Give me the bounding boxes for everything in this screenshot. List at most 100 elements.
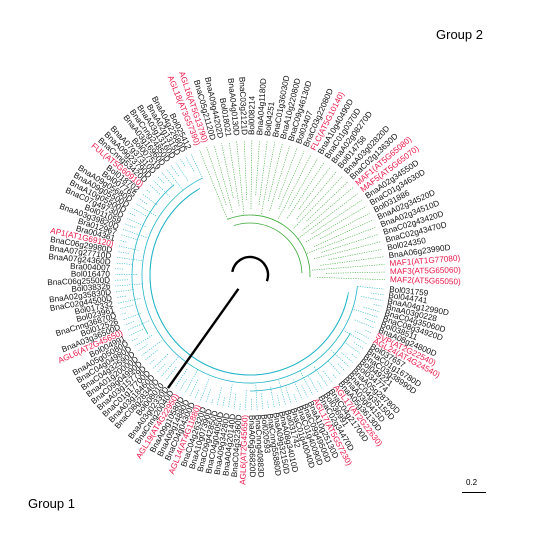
group1-branch bbox=[357, 285, 385, 290]
group1-branch bbox=[261, 393, 264, 410]
group2-branch bbox=[258, 141, 268, 205]
group1-branch bbox=[126, 320, 149, 331]
group1-branch bbox=[180, 159, 186, 167]
group1-branch bbox=[270, 387, 275, 408]
group1-branch bbox=[145, 188, 150, 193]
group2-leaf-label: BnaA04g1180D bbox=[255, 78, 268, 136]
group1-branch bbox=[149, 184, 161, 195]
group1-leaf-label: Bol038326 bbox=[71, 282, 111, 294]
group1-branch bbox=[190, 153, 203, 178]
group1-branch bbox=[124, 321, 135, 326]
group2-branch bbox=[278, 151, 305, 210]
group2-branch bbox=[243, 140, 248, 201]
group2-branch bbox=[293, 176, 343, 229]
group1-branch bbox=[285, 387, 292, 404]
group1-leaf-label: Bol020593 bbox=[259, 414, 272, 454]
group1-leaf-label: AGL6(AT2G45650) bbox=[238, 414, 249, 484]
group2-clade-arc bbox=[227, 214, 311, 278]
group1-branch bbox=[116, 256, 142, 261]
group1-branch bbox=[174, 368, 188, 388]
root-arc bbox=[231, 255, 270, 282]
group1-branch bbox=[344, 330, 367, 344]
group1-leaf-label: Bra004007 bbox=[70, 262, 111, 273]
group1-branch bbox=[132, 207, 146, 216]
group1-branch bbox=[116, 295, 126, 298]
group1-branch bbox=[156, 363, 166, 373]
group1-sub-arc bbox=[249, 332, 351, 392]
group2-branch bbox=[213, 144, 233, 213]
group1-branch bbox=[363, 306, 380, 313]
group1-branch bbox=[152, 353, 169, 369]
group-2-label: Group 2 bbox=[436, 27, 483, 42]
group2-branch bbox=[298, 166, 331, 210]
group1-branch bbox=[116, 289, 134, 293]
group1-branch bbox=[115, 279, 129, 281]
group1-branch bbox=[135, 203, 157, 217]
group1-branch bbox=[364, 318, 377, 324]
group1-branch bbox=[255, 384, 258, 410]
group2-branch bbox=[321, 234, 379, 253]
group1-branch bbox=[122, 228, 147, 238]
group1-branch bbox=[179, 379, 187, 391]
group1-branch bbox=[185, 156, 195, 172]
group1-branch bbox=[211, 399, 214, 405]
group1-branch bbox=[166, 168, 184, 191]
group1-branch bbox=[138, 344, 148, 352]
group2-branch bbox=[325, 271, 385, 274]
group2-leaf-label: MAF3(AT5G65060) bbox=[390, 266, 461, 277]
group1-sub-arc bbox=[131, 184, 175, 335]
group1-branch bbox=[119, 239, 127, 243]
group2-branch bbox=[316, 277, 385, 281]
group1-branch bbox=[189, 379, 199, 397]
group1-branch bbox=[157, 176, 165, 184]
group1-branch bbox=[115, 262, 133, 265]
group1-branch bbox=[184, 369, 199, 394]
group2-branch bbox=[306, 181, 348, 222]
group2-clade-arc bbox=[233, 222, 303, 274]
group1-branch bbox=[119, 305, 133, 310]
group1-branch bbox=[120, 312, 126, 315]
group1-branch bbox=[142, 193, 158, 206]
group1-branch bbox=[299, 370, 313, 395]
group2-branch bbox=[320, 212, 371, 240]
group1-branch bbox=[117, 251, 129, 254]
group2-branch bbox=[313, 219, 374, 247]
group1-branch bbox=[301, 385, 308, 398]
group1-branch bbox=[337, 363, 346, 372]
group2-branch bbox=[199, 149, 228, 220]
scale-bar-label: 0.2 bbox=[466, 478, 478, 487]
group2-branch bbox=[296, 171, 337, 220]
group2-branch bbox=[255, 140, 260, 196]
group1-branch bbox=[165, 366, 177, 381]
group1-branch bbox=[331, 350, 350, 367]
scale-bar-line bbox=[462, 492, 486, 493]
group1-branch bbox=[365, 330, 372, 334]
group1-branch bbox=[129, 213, 136, 217]
group2-branch bbox=[278, 154, 312, 219]
group2-branch bbox=[267, 143, 283, 202]
group1-branch bbox=[222, 397, 225, 408]
group2-branch bbox=[277, 148, 298, 200]
group1-branch bbox=[132, 337, 138, 342]
group1-branch bbox=[277, 394, 281, 407]
group2-branch bbox=[313, 241, 381, 260]
root-branch bbox=[167, 288, 240, 389]
group1-branch bbox=[144, 349, 158, 361]
group1-branch bbox=[233, 394, 237, 410]
group1-leaf-label: Bol016470 bbox=[71, 270, 111, 279]
group1-branch bbox=[148, 359, 155, 365]
group2-branch bbox=[287, 162, 325, 219]
group1-branch bbox=[161, 172, 174, 187]
group1-branch bbox=[351, 354, 357, 359]
group1-leaf-label: BnaC06g25500D bbox=[47, 276, 110, 287]
group1-branch bbox=[118, 245, 139, 251]
group1-branch bbox=[360, 296, 383, 301]
group1-branch bbox=[117, 298, 141, 304]
group2-branch bbox=[311, 199, 363, 235]
group1-branch bbox=[308, 376, 318, 393]
group1-branch bbox=[313, 366, 328, 386]
group1-branch bbox=[129, 328, 144, 337]
group1-branch bbox=[343, 341, 361, 354]
group2-branch bbox=[320, 256, 384, 266]
